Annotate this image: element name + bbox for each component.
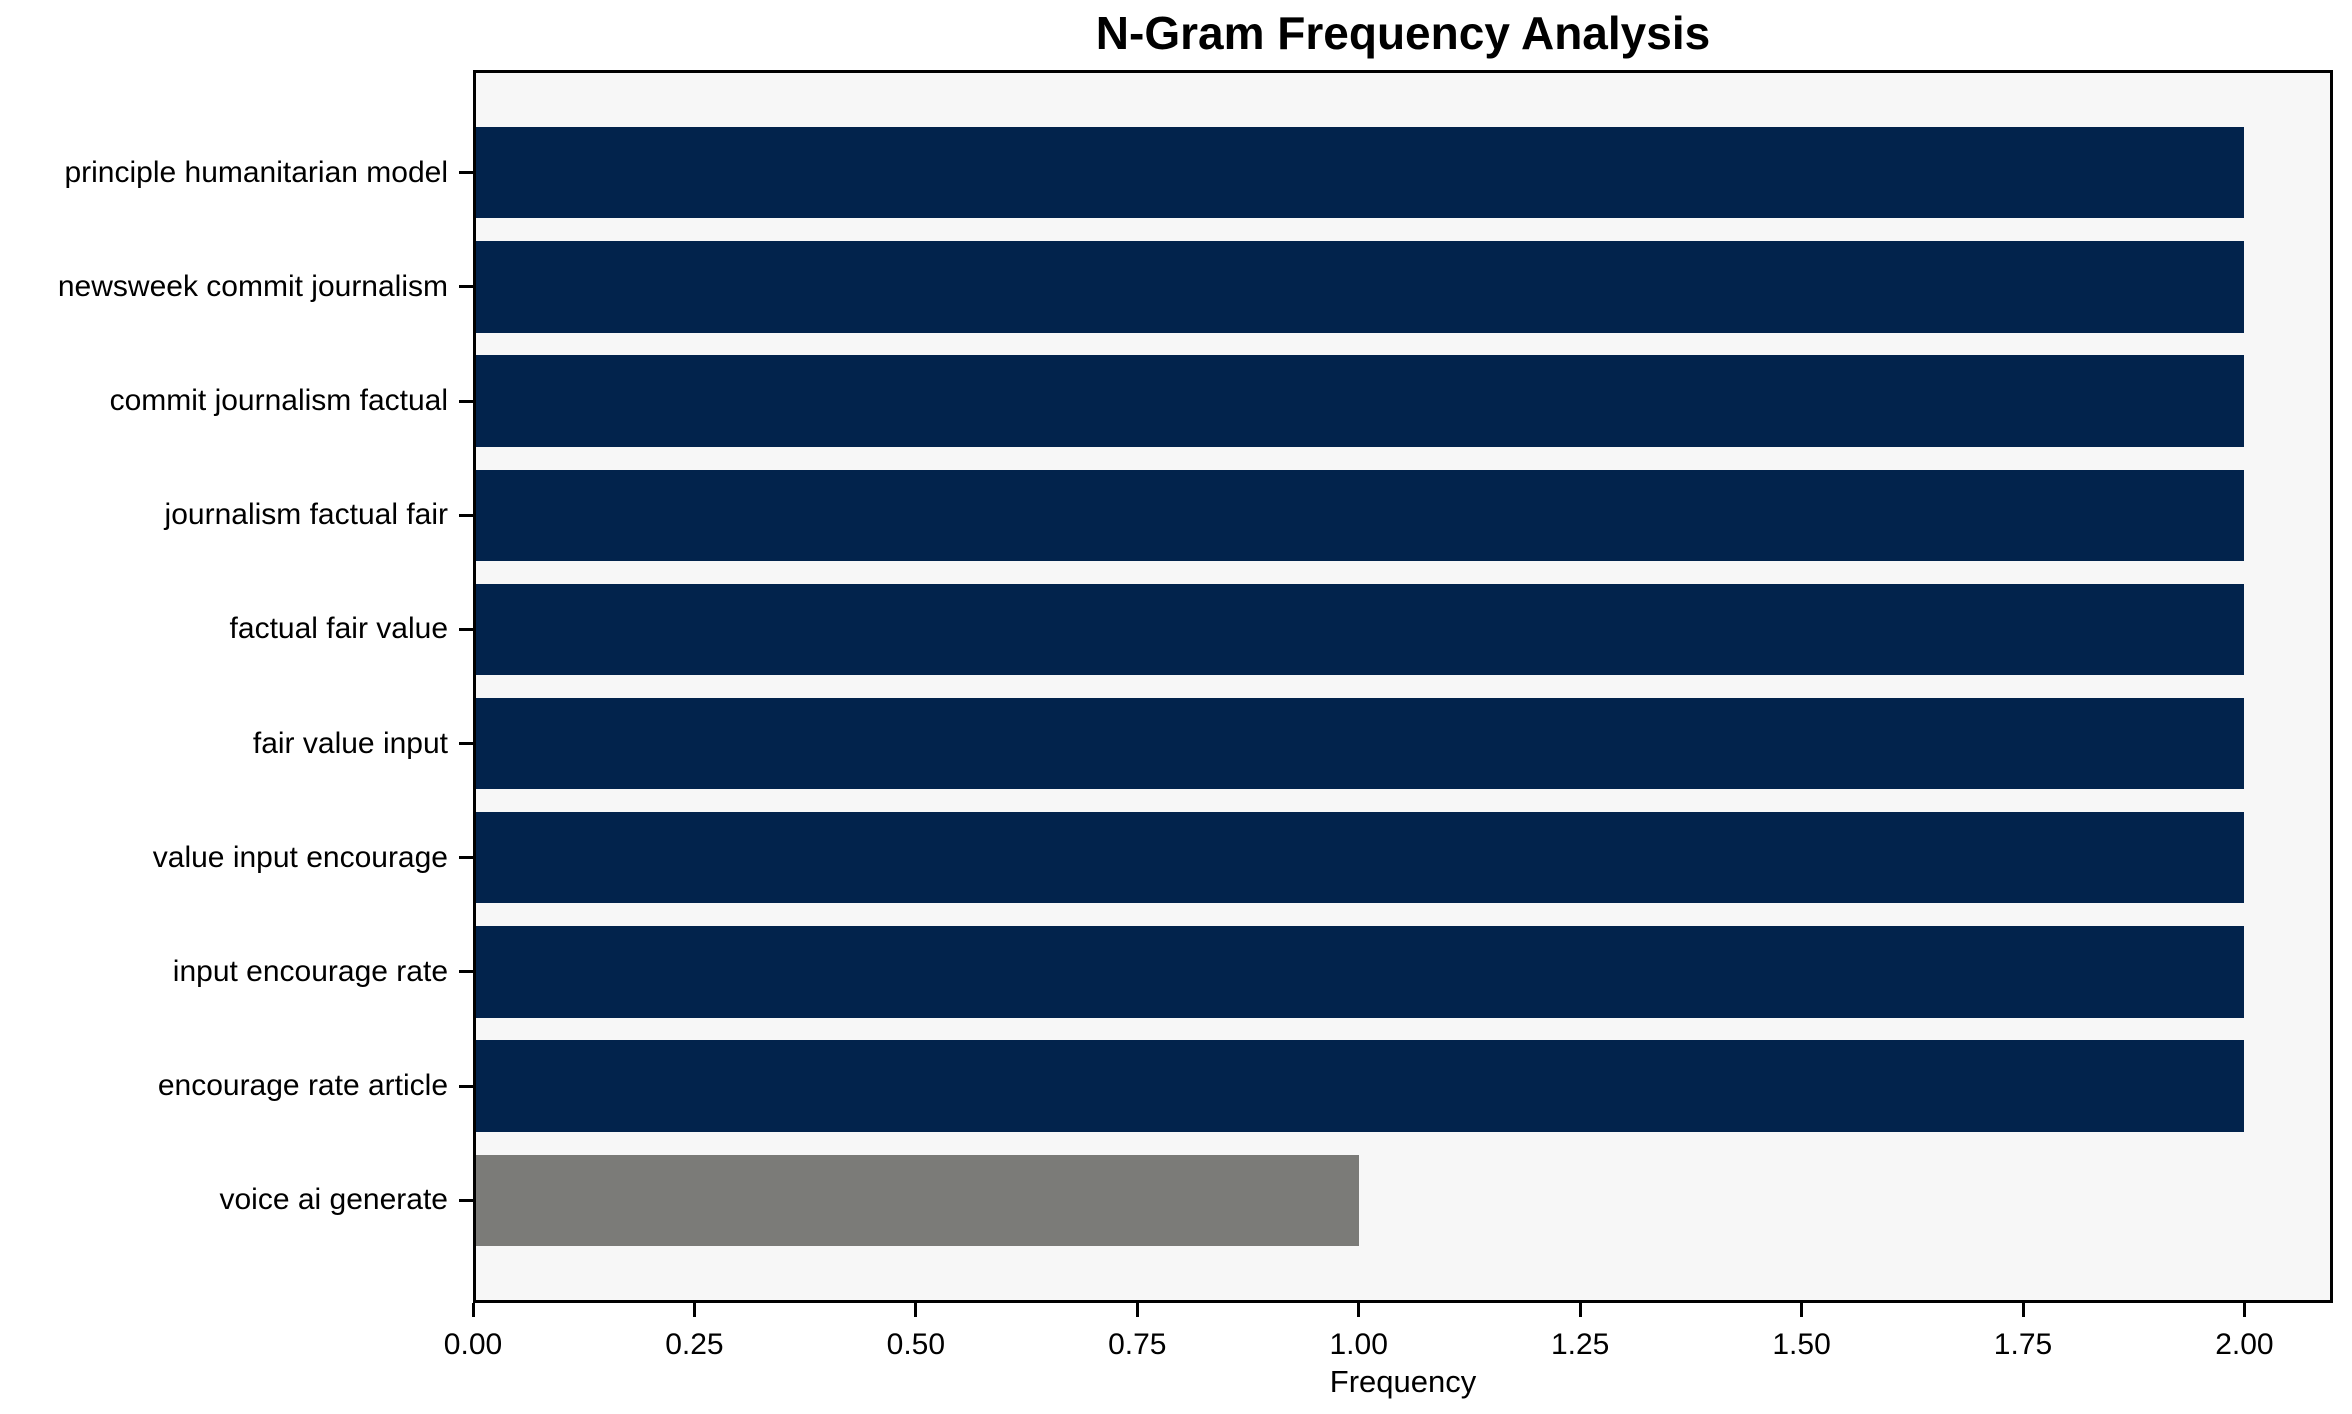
- y-tick-label: encourage rate article: [157, 1069, 448, 1103]
- y-tick-mark: [459, 627, 473, 631]
- bar-encourage-rate-article: [473, 1040, 2245, 1132]
- x-tick-mark: [2021, 1303, 2025, 1317]
- y-tick-label: fair value input: [252, 726, 448, 760]
- y-tick-mark: [459, 285, 473, 289]
- x-tick-mark: [692, 1303, 696, 1317]
- x-tick-label: 1.00: [1329, 1328, 1388, 1361]
- x-tick-label: 1.75: [1993, 1328, 2053, 1361]
- x-tick-label: 0.00: [443, 1328, 503, 1361]
- y-tick-label: factual fair value: [229, 612, 448, 646]
- right-spine: [2330, 70, 2333, 1303]
- y-tick-mark: [459, 399, 473, 403]
- top-spine: [473, 70, 2333, 73]
- x-tick-label: 1.50: [1772, 1328, 1831, 1361]
- y-tick-label: journalism factual fair: [164, 498, 448, 532]
- bar-value-input-encourage: [473, 812, 2245, 904]
- plot-area: [473, 70, 2333, 1303]
- y-tick-label: newsweek commit journalism: [57, 269, 448, 303]
- y-axis-spine: [473, 70, 476, 1303]
- bar-commit-journalism-factual: [473, 355, 2245, 447]
- y-tick-mark: [459, 513, 473, 517]
- bar-newsweek-commit-journalism: [473, 241, 2245, 333]
- chart-title: N-Gram Frequency Analysis: [1095, 7, 1711, 59]
- y-tick-mark: [459, 856, 473, 860]
- x-tick-mark: [1800, 1303, 1804, 1317]
- x-tick-mark: [471, 1303, 475, 1317]
- x-tick-label: 0.75: [1108, 1328, 1167, 1361]
- y-tick-mark: [459, 171, 473, 175]
- y-tick-label: voice ai generate: [219, 1183, 449, 1217]
- x-tick-mark: [2242, 1303, 2246, 1317]
- x-tick-label: 1.25: [1550, 1328, 1610, 1361]
- x-tick-label: 2.00: [2215, 1328, 2274, 1361]
- y-tick-mark: [459, 970, 473, 974]
- bar-fair-value-input: [473, 697, 2245, 790]
- y-tick-mark: [459, 742, 473, 746]
- x-tick-label: 0.50: [886, 1328, 946, 1361]
- y-tick-label: value input encourage: [152, 840, 448, 874]
- y-tick-label: commit journalism factual: [109, 384, 448, 418]
- bar-principle-humanitarian-model: [473, 127, 2245, 219]
- x-tick-mark: [1357, 1303, 1361, 1317]
- x-axis-label: Frequency: [1329, 1364, 1477, 1399]
- y-tick-label: input encourage rate: [172, 954, 448, 988]
- bar-factual-fair-value: [473, 583, 2245, 676]
- x-axis-spine: [473, 1300, 2333, 1303]
- y-tick-label: principle humanitarian model: [64, 155, 448, 189]
- y-tick-mark: [459, 1084, 473, 1088]
- x-tick-mark: [914, 1303, 918, 1317]
- x-tick-label: 0.25: [665, 1328, 724, 1361]
- bar-voice-ai-generate: [473, 1154, 1359, 1246]
- x-tick-mark: [1135, 1303, 1139, 1317]
- y-tick-mark: [459, 1198, 473, 1202]
- bar-input-encourage-rate: [473, 926, 2245, 1018]
- bar-journalism-factual-fair: [473, 469, 2245, 561]
- x-tick-mark: [1578, 1303, 1582, 1317]
